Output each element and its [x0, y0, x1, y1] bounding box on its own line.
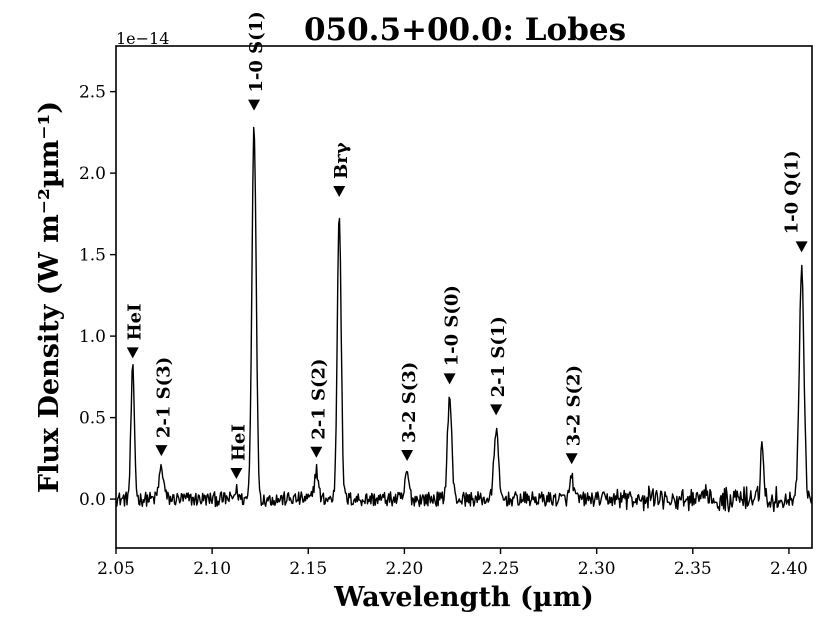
- line-label: HeI: [228, 424, 249, 461]
- line-marker-triangle: [333, 185, 346, 197]
- plot-frame: [115, 45, 813, 549]
- y-tick-label: 0.5: [79, 409, 106, 429]
- line-label: 2-1 S(3): [153, 357, 174, 438]
- line-label: HeI: [125, 303, 146, 340]
- line-marker-triangle: [401, 450, 414, 462]
- y-tick-label: 2.5: [79, 83, 106, 103]
- line-marker-triangle: [490, 404, 503, 416]
- y-axis-ticks: 0.0 0.5 1.0 1.5 2.0 2.5: [79, 83, 116, 510]
- line-marker-triangle: [248, 99, 261, 111]
- x-axis-label: Wavelength (µm): [333, 582, 594, 613]
- line-marker-triangle: [443, 373, 456, 385]
- y-tick-label: 2.0: [79, 164, 106, 184]
- x-tick-label: 2.30: [578, 559, 616, 579]
- line-label: 2-1 S(2): [308, 358, 329, 439]
- x-tick-label: 2.05: [97, 559, 135, 579]
- line-label: 3-2 S(3): [399, 362, 420, 443]
- line-label: 1-0 S(1): [246, 11, 267, 92]
- line-label: 1-0 Q(1): [782, 150, 803, 234]
- y-axis-offset-label: 1e−14: [116, 29, 169, 48]
- chart-title: 050.5+00.0: Lobes: [304, 12, 626, 48]
- line-marker-triangle: [565, 453, 578, 465]
- y-axis-label: Flux Density (W m⁻²µm⁻¹): [34, 101, 65, 493]
- line-marker-triangle: [155, 445, 168, 457]
- y-tick-label: 1.5: [79, 246, 106, 266]
- x-tick-label: 2.25: [482, 559, 520, 579]
- line-label: Brγ: [331, 142, 352, 179]
- line-marker-triangle: [126, 347, 139, 359]
- spectrum-line: [115, 126, 813, 513]
- line-marker-triangle: [310, 446, 323, 458]
- x-tick-label: 2.10: [193, 559, 231, 579]
- y-tick-label: 0.0: [79, 490, 106, 510]
- line-label: 3-2 S(2): [564, 365, 585, 446]
- line-label: 1-0 S(0): [442, 285, 463, 366]
- x-axis-ticks: 2.05 2.10 2.15 2.20 2.25 2.30 2.35 2.40: [97, 548, 808, 579]
- x-tick-label: 2.20: [385, 559, 423, 579]
- line-marker-triangle: [230, 467, 243, 479]
- line-markers: HeI 2-1 S(3) HeI 1-0 S(1) 2-1 S(2) Brγ 3-2 S(3…: [125, 11, 808, 479]
- x-tick-label: 2.40: [770, 559, 808, 579]
- x-tick-label: 2.35: [674, 559, 712, 579]
- line-marker-triangle: [795, 241, 808, 253]
- plot-area: [115, 126, 813, 513]
- x-tick-label: 2.15: [289, 559, 327, 579]
- line-label: 2-1 S(1): [488, 316, 509, 397]
- y-tick-label: 1.0: [79, 327, 106, 347]
